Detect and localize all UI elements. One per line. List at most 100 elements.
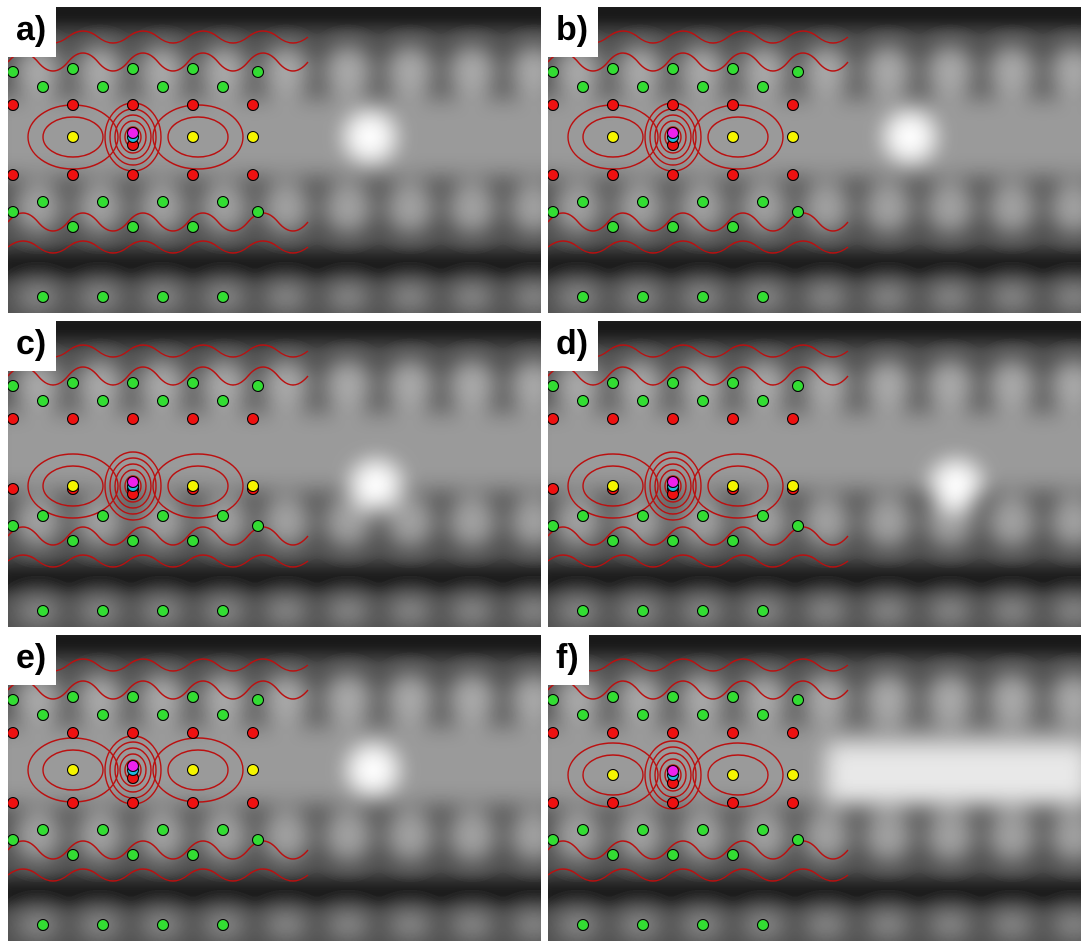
green-atom [67, 377, 79, 389]
green-atom [252, 694, 264, 706]
green-atom [37, 291, 49, 303]
green-atom [727, 63, 739, 75]
green-atom [37, 824, 49, 836]
atom-markers [548, 377, 804, 617]
contour-lines [8, 344, 309, 568]
red-atom [67, 727, 79, 739]
green-atom [637, 510, 649, 522]
red-atom [187, 727, 199, 739]
magenta-atom [667, 127, 679, 139]
green-atom [97, 81, 109, 93]
yellow-atom [727, 131, 739, 143]
red-atom [127, 413, 139, 425]
yellow-atom [727, 480, 739, 492]
green-atom [37, 709, 49, 721]
green-atom [37, 395, 49, 407]
green-atom [792, 834, 804, 846]
red-atom [247, 727, 259, 739]
green-atom [127, 377, 139, 389]
green-atom [727, 535, 739, 547]
green-atom [67, 691, 79, 703]
red-atom [548, 797, 559, 809]
red-atom [187, 169, 199, 181]
red-atom [67, 413, 79, 425]
green-atom [157, 81, 169, 93]
green-atom [187, 691, 199, 703]
green-atom [252, 520, 264, 532]
green-atom [67, 63, 79, 75]
green-atom [217, 605, 229, 617]
green-atom [8, 834, 19, 846]
red-atom [127, 727, 139, 739]
green-atom [157, 291, 169, 303]
green-atom [217, 919, 229, 931]
yellow-atom [187, 764, 199, 776]
green-atom [252, 206, 264, 218]
red-atom [548, 99, 559, 111]
yellow-atom [787, 131, 799, 143]
red-atom [187, 99, 199, 111]
green-atom [67, 849, 79, 861]
green-atom [792, 520, 804, 532]
yellow-atom [787, 769, 799, 781]
red-atom [127, 99, 139, 111]
stm-image-d [548, 321, 1081, 627]
panel-f: f) [548, 635, 1081, 941]
green-atom [217, 709, 229, 721]
panel-label-a: a) [8, 7, 57, 57]
green-atom [252, 380, 264, 392]
green-atom [637, 291, 649, 303]
red-atom [667, 169, 679, 181]
green-atom [548, 66, 559, 78]
red-atom [787, 727, 799, 739]
yellow-atom [607, 480, 619, 492]
green-atom [757, 510, 769, 522]
atom-markers [8, 377, 264, 617]
green-atom [37, 196, 49, 208]
stm-image-b [548, 7, 1081, 313]
red-atom [8, 797, 19, 809]
red-atom [727, 99, 739, 111]
red-atom [8, 727, 19, 739]
green-atom [637, 81, 649, 93]
red-atom [67, 797, 79, 809]
magenta-atom [127, 760, 139, 772]
green-atom [727, 377, 739, 389]
red-atom [127, 797, 139, 809]
green-atom [37, 510, 49, 522]
green-atom [252, 66, 264, 78]
green-atom [577, 709, 589, 721]
green-atom [577, 291, 589, 303]
red-atom [607, 169, 619, 181]
red-atom [247, 169, 259, 181]
red-atom [667, 413, 679, 425]
yellow-atom [67, 764, 79, 776]
green-atom [697, 824, 709, 836]
intensity-blobs [548, 635, 1081, 939]
green-atom [127, 221, 139, 233]
green-atom [697, 709, 709, 721]
green-atom [757, 196, 769, 208]
yellow-atom [607, 131, 619, 143]
green-atom [757, 919, 769, 931]
green-atom [97, 824, 109, 836]
red-atom [727, 797, 739, 809]
red-atom [67, 169, 79, 181]
green-atom [217, 824, 229, 836]
panel-label-c: c) [8, 321, 57, 371]
panel-label-d: d) [548, 321, 599, 371]
green-atom [157, 510, 169, 522]
green-atom [548, 520, 559, 532]
atom-markers [8, 63, 264, 303]
red-atom [8, 413, 19, 425]
red-atom [8, 483, 19, 495]
green-atom [157, 196, 169, 208]
green-atom [607, 849, 619, 861]
green-atom [97, 196, 109, 208]
panel-e: e) [8, 635, 541, 941]
green-atom [697, 919, 709, 931]
panel-a: a) [8, 7, 541, 313]
green-atom [792, 66, 804, 78]
green-atom [667, 63, 679, 75]
green-atom [607, 691, 619, 703]
